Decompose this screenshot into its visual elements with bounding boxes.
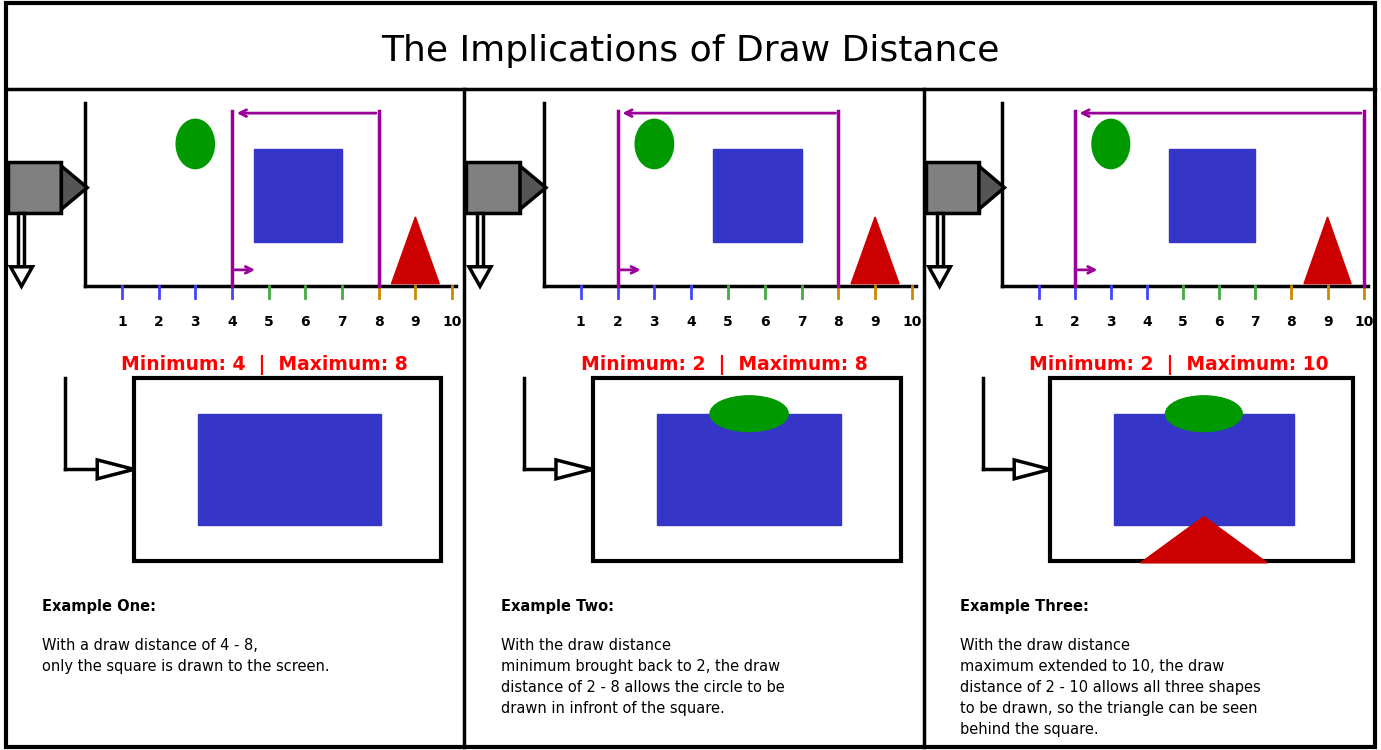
Text: 10: 10 [442,314,461,328]
Polygon shape [11,267,32,286]
FancyBboxPatch shape [476,213,483,267]
Text: 5: 5 [264,314,273,328]
Text: 2: 2 [613,314,623,328]
Polygon shape [1141,517,1268,562]
Text: 5: 5 [1178,314,1188,328]
Text: 8: 8 [374,314,384,328]
Circle shape [177,119,214,169]
FancyBboxPatch shape [925,162,979,213]
FancyBboxPatch shape [197,414,381,525]
Text: 8: 8 [1287,314,1297,328]
Text: 6: 6 [301,314,311,328]
Text: Minimum: 4  |  Maximum: 8: Minimum: 4 | Maximum: 8 [122,355,407,375]
Text: 9: 9 [410,314,420,328]
FancyBboxPatch shape [254,149,342,242]
Text: The Implications of Draw Distance: The Implications of Draw Distance [381,34,1000,68]
Text: Example Two:: Example Two: [501,599,613,614]
Text: 3: 3 [649,314,659,328]
Text: 6: 6 [760,314,769,328]
Polygon shape [391,217,439,284]
FancyBboxPatch shape [134,378,441,561]
FancyBboxPatch shape [713,149,801,242]
Text: 4: 4 [1142,314,1152,328]
Text: 3: 3 [191,314,200,328]
Text: 9: 9 [870,314,880,328]
Text: 2: 2 [1070,314,1080,328]
Circle shape [1166,396,1243,431]
Text: 5: 5 [724,314,733,328]
FancyBboxPatch shape [7,162,61,213]
FancyBboxPatch shape [592,378,900,561]
Polygon shape [929,267,950,286]
Polygon shape [851,217,899,284]
Text: 7: 7 [797,314,807,328]
Text: With a draw distance of 4 - 8,
only the square is drawn to the screen.: With a draw distance of 4 - 8, only the … [43,638,330,674]
Polygon shape [61,166,87,209]
Polygon shape [1014,460,1051,478]
Text: With the draw distance
minimum brought back to 2, the draw
distance of 2 - 8 all: With the draw distance minimum brought b… [501,638,784,716]
Text: 10: 10 [1353,314,1373,328]
Polygon shape [97,460,134,478]
Text: 3: 3 [1106,314,1116,328]
Polygon shape [557,460,592,478]
Text: 4: 4 [686,314,696,328]
FancyBboxPatch shape [936,213,943,267]
FancyBboxPatch shape [1168,149,1255,242]
Text: 9: 9 [1323,314,1333,328]
Text: 8: 8 [834,314,844,328]
Text: Minimum: 2  |  Maximum: 8: Minimum: 2 | Maximum: 8 [580,355,867,375]
Circle shape [1092,119,1130,169]
Text: With the draw distance
maximum extended to 10, the draw
distance of 2 - 10 allow: With the draw distance maximum extended … [960,638,1261,736]
Text: 10: 10 [902,314,921,328]
FancyBboxPatch shape [1051,378,1353,561]
Text: 2: 2 [153,314,163,328]
Text: 1: 1 [1033,314,1044,328]
Text: 4: 4 [226,314,238,328]
Text: 6: 6 [1214,314,1224,328]
Text: 1: 1 [576,314,586,328]
Polygon shape [521,166,545,209]
Polygon shape [979,166,1004,209]
Text: 7: 7 [337,314,347,328]
Text: 1: 1 [117,314,127,328]
FancyBboxPatch shape [465,162,521,213]
Circle shape [635,119,674,169]
Polygon shape [470,267,492,286]
Text: 7: 7 [1251,314,1259,328]
FancyBboxPatch shape [657,414,841,525]
Text: Minimum: 2  |  Maximum: 10: Minimum: 2 | Maximum: 10 [1029,355,1329,375]
FancyBboxPatch shape [18,213,25,267]
FancyBboxPatch shape [1113,414,1294,525]
Polygon shape [1304,217,1351,284]
Text: Example One:: Example One: [43,599,156,614]
Circle shape [710,396,789,431]
Text: Example Three:: Example Three: [960,599,1088,614]
